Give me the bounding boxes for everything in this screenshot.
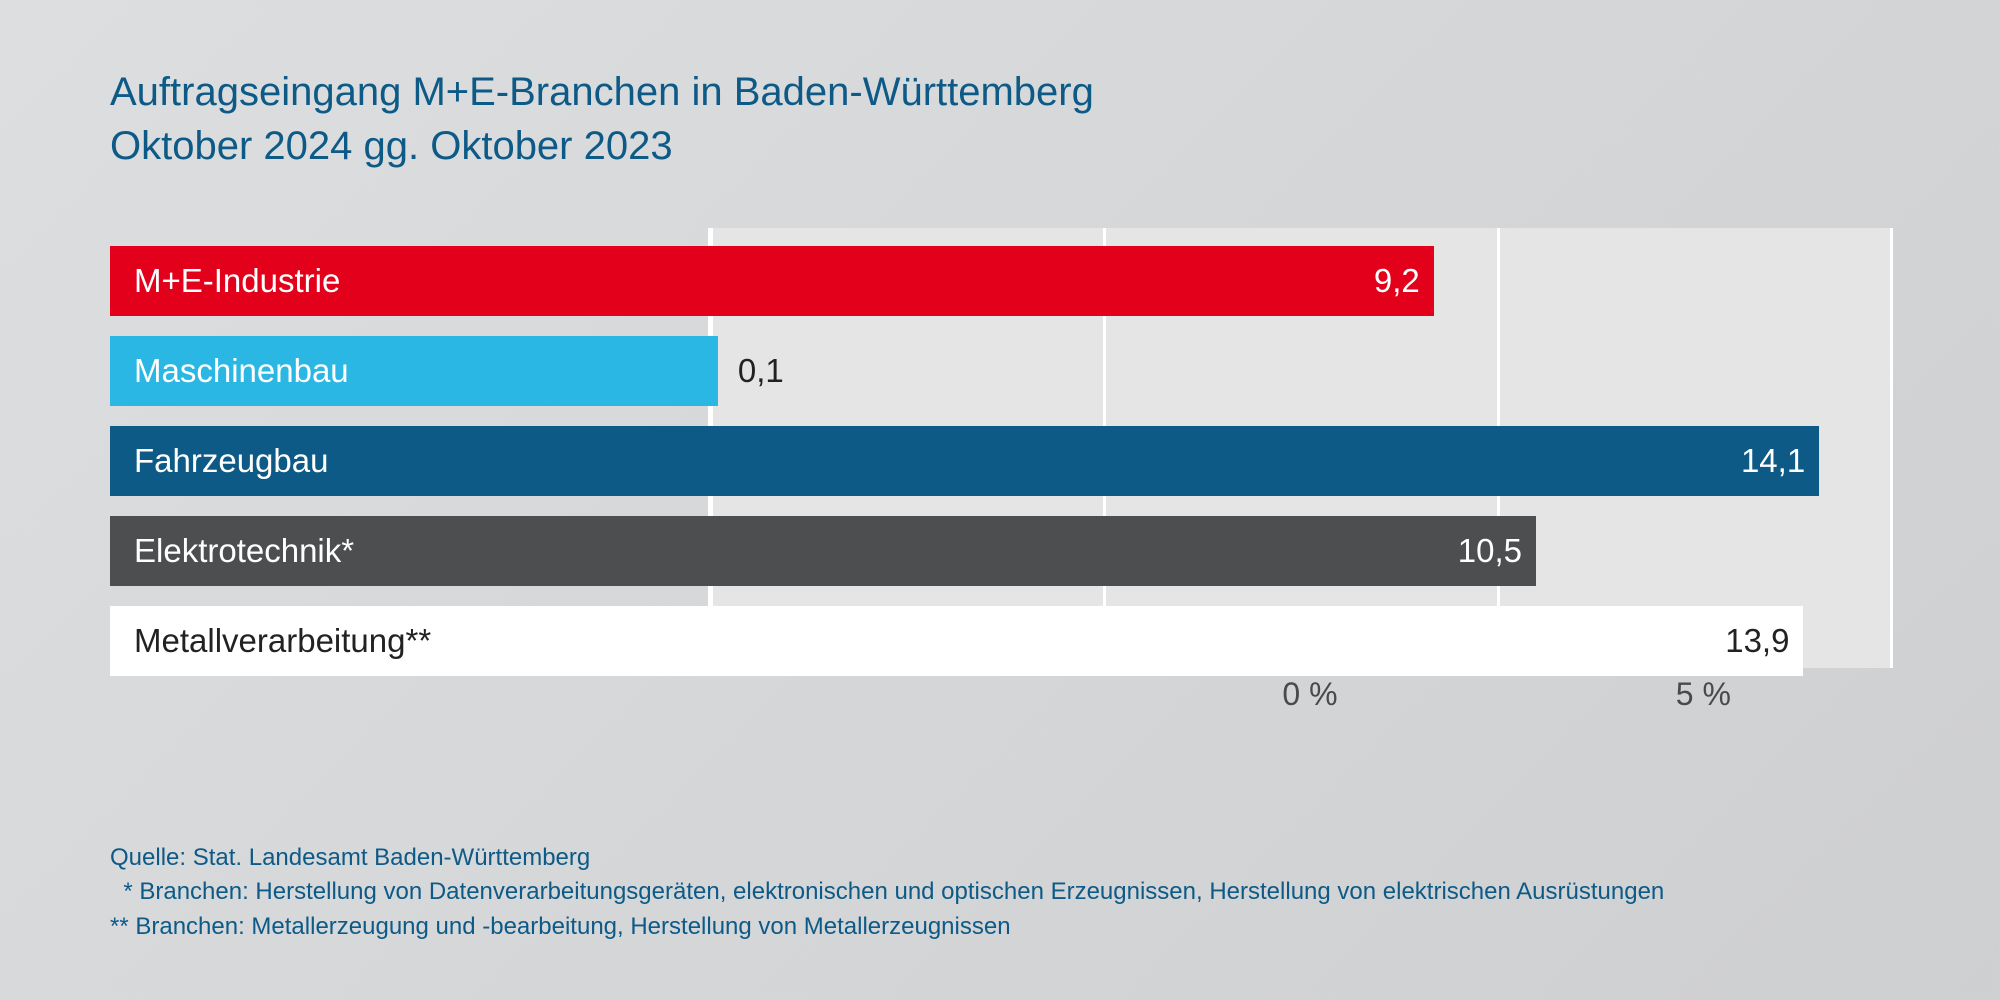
gridline (1890, 228, 1893, 668)
bar-value-label: 13,9 (1725, 606, 1789, 676)
bar-value-label: 14,1 (1741, 426, 1805, 496)
footnote-1: * Branchen: Herstellung von Datenverarbe… (110, 875, 1664, 910)
footnote-2: ** Branchen: Metallerzeugung und -bearbe… (110, 910, 1664, 945)
title-line-1: Auftragseingang M+E-Branchen in Baden-Wü… (110, 70, 1094, 114)
footnotes: Quelle: Stat. Landesamt Baden-Württember… (110, 841, 1664, 945)
category-label: Elektrotechnik* (110, 516, 710, 586)
source-text: Quelle: Stat. Landesamt Baden-Württember… (110, 841, 1664, 876)
bar-value-label: 0,1 (738, 336, 784, 406)
bar (710, 246, 1434, 316)
bar (710, 516, 1536, 586)
chart-container: Auftragseingang M+E-Branchen in Baden-Wü… (0, 0, 2000, 1000)
chart-title: Auftragseingang M+E-Branchen in Baden-Wü… (110, 65, 1890, 173)
chart-area: 0 %5 %10 %15 % M+E-Industrie9,2Maschinen… (110, 228, 1890, 708)
category-label: Metallverarbeitung** (110, 606, 710, 676)
bar-value-label: 9,2 (1374, 246, 1420, 316)
bar-value-label: 10,5 (1458, 516, 1522, 586)
title-line-2: Oktober 2024 gg. Oktober 2023 (110, 124, 673, 168)
category-label: Fahrzeugbau (110, 426, 710, 496)
category-label: Maschinenbau (110, 336, 710, 406)
x-tick-label: 5 % (1676, 676, 1731, 713)
x-axis: 0 %5 %10 %15 % (1310, 676, 1890, 726)
bar (710, 426, 1819, 496)
bar (710, 336, 718, 406)
x-tick-label: 0 % (1282, 676, 1337, 713)
category-label: M+E-Industrie (110, 246, 710, 316)
bar (710, 606, 1803, 676)
